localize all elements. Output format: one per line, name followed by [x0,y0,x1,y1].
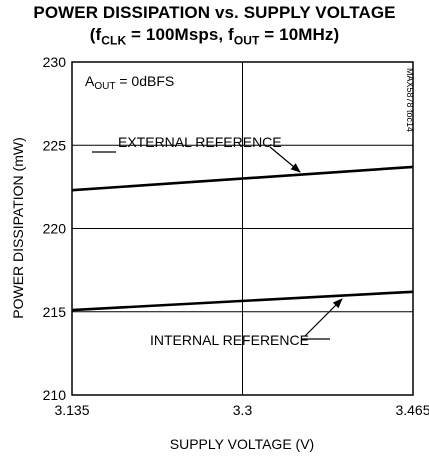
x-tick-label: 3.3 [233,402,253,418]
aout-annotation: AOUT = 0dBFS [85,73,174,92]
watermark: MAX5878 toc14 [405,68,415,132]
y-axis-label: POWER DISSIPATION (mW) [10,137,26,318]
x-axis-label: SUPPLY VOLTAGE (V) [170,436,314,452]
y-tick-label: 215 [43,304,67,320]
arrow-internal [305,299,342,336]
arrow-external [270,147,300,172]
y-tick-label: 210 [43,387,67,403]
series-label-internal: INTERNAL REFERENCE [150,332,309,348]
y-tick-label: 225 [43,137,67,153]
y-tick-label: 230 [43,54,67,70]
x-tick-label: 3.465 [395,402,429,418]
x-tick-label: 3.135 [54,402,89,418]
series-label-external: EXTERNAL REFERENCE [118,134,282,150]
axis-ticks: 210 215 220 225 230 3.135 3.3 3.465 [43,54,429,418]
y-tick-label: 220 [43,221,67,237]
